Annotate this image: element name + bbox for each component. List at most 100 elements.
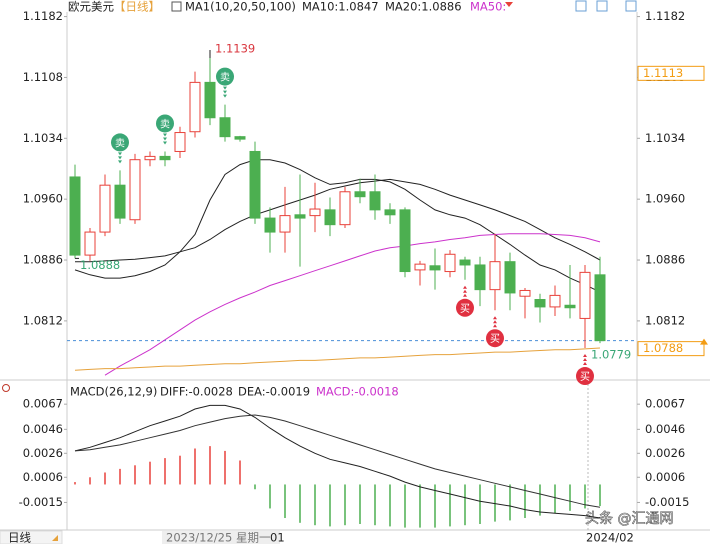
candle-body [339, 191, 351, 226]
signal-label: 买 [460, 303, 470, 315]
tool-icon[interactable] [575, 0, 587, 12]
candle-body [69, 176, 81, 256]
macd-item: MACD:-0.0018 [316, 385, 399, 399]
candle-body [129, 159, 141, 221]
candle-body [159, 155, 171, 161]
candle-body [354, 191, 366, 198]
signal-arrow [493, 316, 497, 320]
ma-icon[interactable] [171, 1, 182, 12]
candle-body [114, 184, 126, 219]
macd-item: DIFF:-0.0028 [160, 385, 233, 399]
candle-body [204, 81, 216, 119]
y-tick-label: 1.0960 [645, 192, 685, 206]
tool-icon[interactable] [596, 0, 608, 12]
line-series [74, 404, 601, 519]
y-tick-label: 1.1182 [23, 9, 63, 23]
signal-label: 买 [490, 333, 500, 345]
candle-body [279, 215, 291, 233]
candle-body [519, 289, 531, 297]
ma-item: MA20:1.0886 [385, 0, 462, 14]
candle-body [429, 265, 441, 271]
candle-body [414, 263, 426, 271]
candle-body [84, 231, 96, 256]
date-label: 2024/02 [586, 531, 634, 544]
candle-body [234, 136, 246, 140]
candle-body [174, 132, 186, 152]
candle-body [189, 81, 201, 133]
high-label: 1.1139 [215, 41, 255, 55]
y-tick-label: 1.0886 [23, 253, 63, 267]
candle-body [534, 299, 546, 308]
macd-title: MACD(26,12,9) [70, 385, 157, 399]
signal-badge [156, 114, 174, 133]
signal-arrow [583, 354, 587, 358]
button-corner [52, 535, 58, 541]
y-tick-label: 1.0960 [23, 192, 63, 206]
signal-arrow [583, 362, 587, 366]
signal-badge [576, 367, 594, 386]
signal-arrow [118, 156, 122, 160]
candle-body [594, 274, 606, 342]
y-tick-label: 1.1034 [23, 131, 63, 145]
candle-body [444, 253, 456, 273]
candle-body [459, 259, 471, 266]
line-series [74, 347, 601, 371]
line-series [74, 159, 601, 293]
signal-arrow [163, 133, 167, 137]
watermark: 头条 @汇通网 [585, 510, 673, 527]
more-arrow[interactable] [505, 2, 513, 7]
price-tag-box [637, 341, 705, 357]
signal-label: 买 [580, 371, 590, 383]
macd-item: DEA:-0.0019 [238, 385, 310, 399]
low-label: 1.0779 [591, 348, 631, 362]
signal-arrow [163, 141, 167, 145]
date-box [162, 531, 280, 544]
y-tick-label: -0.0015 [19, 495, 63, 509]
signal-label: 卖 [115, 137, 125, 149]
candle-body [384, 209, 396, 216]
candle-body [99, 184, 111, 233]
candle-body [399, 209, 411, 273]
candle-body [324, 209, 336, 226]
signal-arrow [223, 94, 227, 98]
signal-label: 卖 [160, 118, 170, 130]
period-button-label[interactable]: 日线 [8, 531, 31, 544]
ma-item: MA50: [470, 0, 506, 14]
y-tick-label: 0.0026 [23, 446, 63, 460]
price-tag: 1.1113 [643, 66, 683, 80]
signal-badge [456, 298, 474, 317]
signal-arrow [493, 320, 497, 324]
y-tick-label: 1.0812 [645, 313, 685, 327]
candle-body [579, 271, 591, 319]
signal-arrow [463, 285, 467, 289]
price-tag: 1.0788 [643, 341, 683, 355]
candle-body [549, 294, 561, 308]
signal-arrow [118, 160, 122, 164]
line-series [104, 233, 601, 376]
candle-body [309, 208, 321, 217]
candle-body [144, 155, 156, 161]
y-tick-label: 0.0046 [23, 422, 63, 436]
period[interactable]: 【日线】 [114, 0, 160, 14]
line-series [74, 414, 601, 508]
candle-body [294, 214, 306, 219]
settings-icon[interactable] [2, 384, 10, 392]
y-tick-label: 1.0812 [23, 313, 63, 327]
signal-arrow [223, 86, 227, 90]
signal-arrow [223, 90, 227, 94]
date-label: 2023/12/25 星期一 [166, 531, 271, 544]
date-label: 01 [270, 531, 285, 544]
y-tick-label: 1.0886 [645, 253, 685, 267]
signal-arrow [163, 137, 167, 141]
signal-arrow [118, 152, 122, 156]
candle-body [564, 304, 576, 309]
line-series [75, 178, 601, 263]
ma-item: MA10:1.0847 [302, 0, 379, 14]
y-tick-label: 0.0067 [645, 397, 685, 411]
start-label: 1.0888 [80, 258, 120, 272]
period-button[interactable] [0, 530, 63, 544]
y-tick-label: 1.1182 [645, 9, 685, 23]
tool-icon[interactable] [625, 0, 637, 12]
